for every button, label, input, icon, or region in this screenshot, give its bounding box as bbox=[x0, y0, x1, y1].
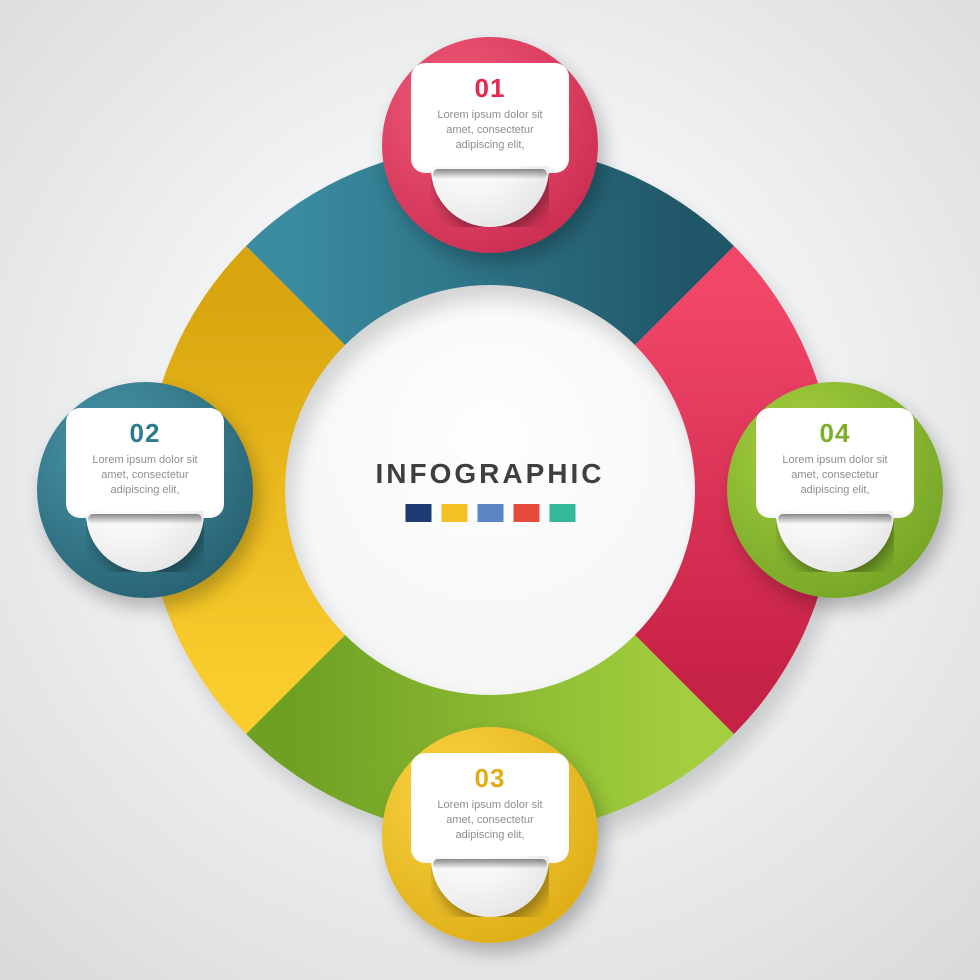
swatch-4 bbox=[549, 504, 575, 522]
node-04-token-slot bbox=[776, 511, 894, 572]
node-04-card: 04 Lorem ipsum dolor sit amet, consectetu… bbox=[756, 408, 914, 518]
swatch-2 bbox=[477, 504, 503, 522]
node-01-card: 01 Lorem ipsum dolor sit amet, consectetu… bbox=[411, 63, 569, 173]
node-04: 04 Lorem ipsum dolor sit amet, consectetu… bbox=[727, 382, 943, 598]
node-03-disc: 03 Lorem ipsum dolor sit amet, consectetu… bbox=[382, 727, 598, 943]
node-04-disc: 04 Lorem ipsum dolor sit amet, consectetu… bbox=[727, 382, 943, 598]
node-04-body: Lorem ipsum dolor sit amet, consectetur … bbox=[768, 453, 902, 498]
infographic-stage: INFOGRAPHIC 01 Lorem ipsum dolor sit amet… bbox=[0, 0, 980, 980]
swatch-3 bbox=[513, 504, 539, 522]
node-03-token bbox=[431, 856, 549, 917]
node-01: 01 Lorem ipsum dolor sit amet, consectetu… bbox=[382, 37, 598, 253]
node-02-card: 02 Lorem ipsum dolor sit amet, consectetu… bbox=[66, 408, 224, 518]
node-01-token-slot bbox=[431, 166, 549, 227]
node-03-card: 03 Lorem ipsum dolor sit amet, consectetu… bbox=[411, 753, 569, 863]
node-01-body: Lorem ipsum dolor sit amet, consectetur … bbox=[423, 108, 557, 153]
swatch-1 bbox=[441, 504, 467, 522]
node-03-body: Lorem ipsum dolor sit amet, consectetur … bbox=[423, 798, 557, 843]
center-title: INFOGRAPHIC bbox=[376, 458, 605, 490]
node-03: 03 Lorem ipsum dolor sit amet, consectetu… bbox=[382, 727, 598, 943]
node-02-token-slot bbox=[86, 511, 204, 572]
node-01-number: 01 bbox=[423, 73, 557, 104]
swatch-0 bbox=[405, 504, 431, 522]
node-02-body: Lorem ipsum dolor sit amet, consectetur … bbox=[78, 453, 212, 498]
node-04-number: 04 bbox=[768, 418, 902, 449]
node-02-token bbox=[86, 511, 204, 572]
node-02: 02 Lorem ipsum dolor sit amet, consectetu… bbox=[37, 382, 253, 598]
node-01-disc: 01 Lorem ipsum dolor sit amet, consectetu… bbox=[382, 37, 598, 253]
node-02-disc: 02 Lorem ipsum dolor sit amet, consectetu… bbox=[37, 382, 253, 598]
node-04-token bbox=[776, 511, 894, 572]
center-block: INFOGRAPHIC bbox=[376, 458, 605, 522]
node-01-token bbox=[431, 166, 549, 227]
node-03-token-slot bbox=[431, 856, 549, 917]
node-02-number: 02 bbox=[78, 418, 212, 449]
center-swatches bbox=[376, 504, 605, 522]
node-03-number: 03 bbox=[423, 763, 557, 794]
